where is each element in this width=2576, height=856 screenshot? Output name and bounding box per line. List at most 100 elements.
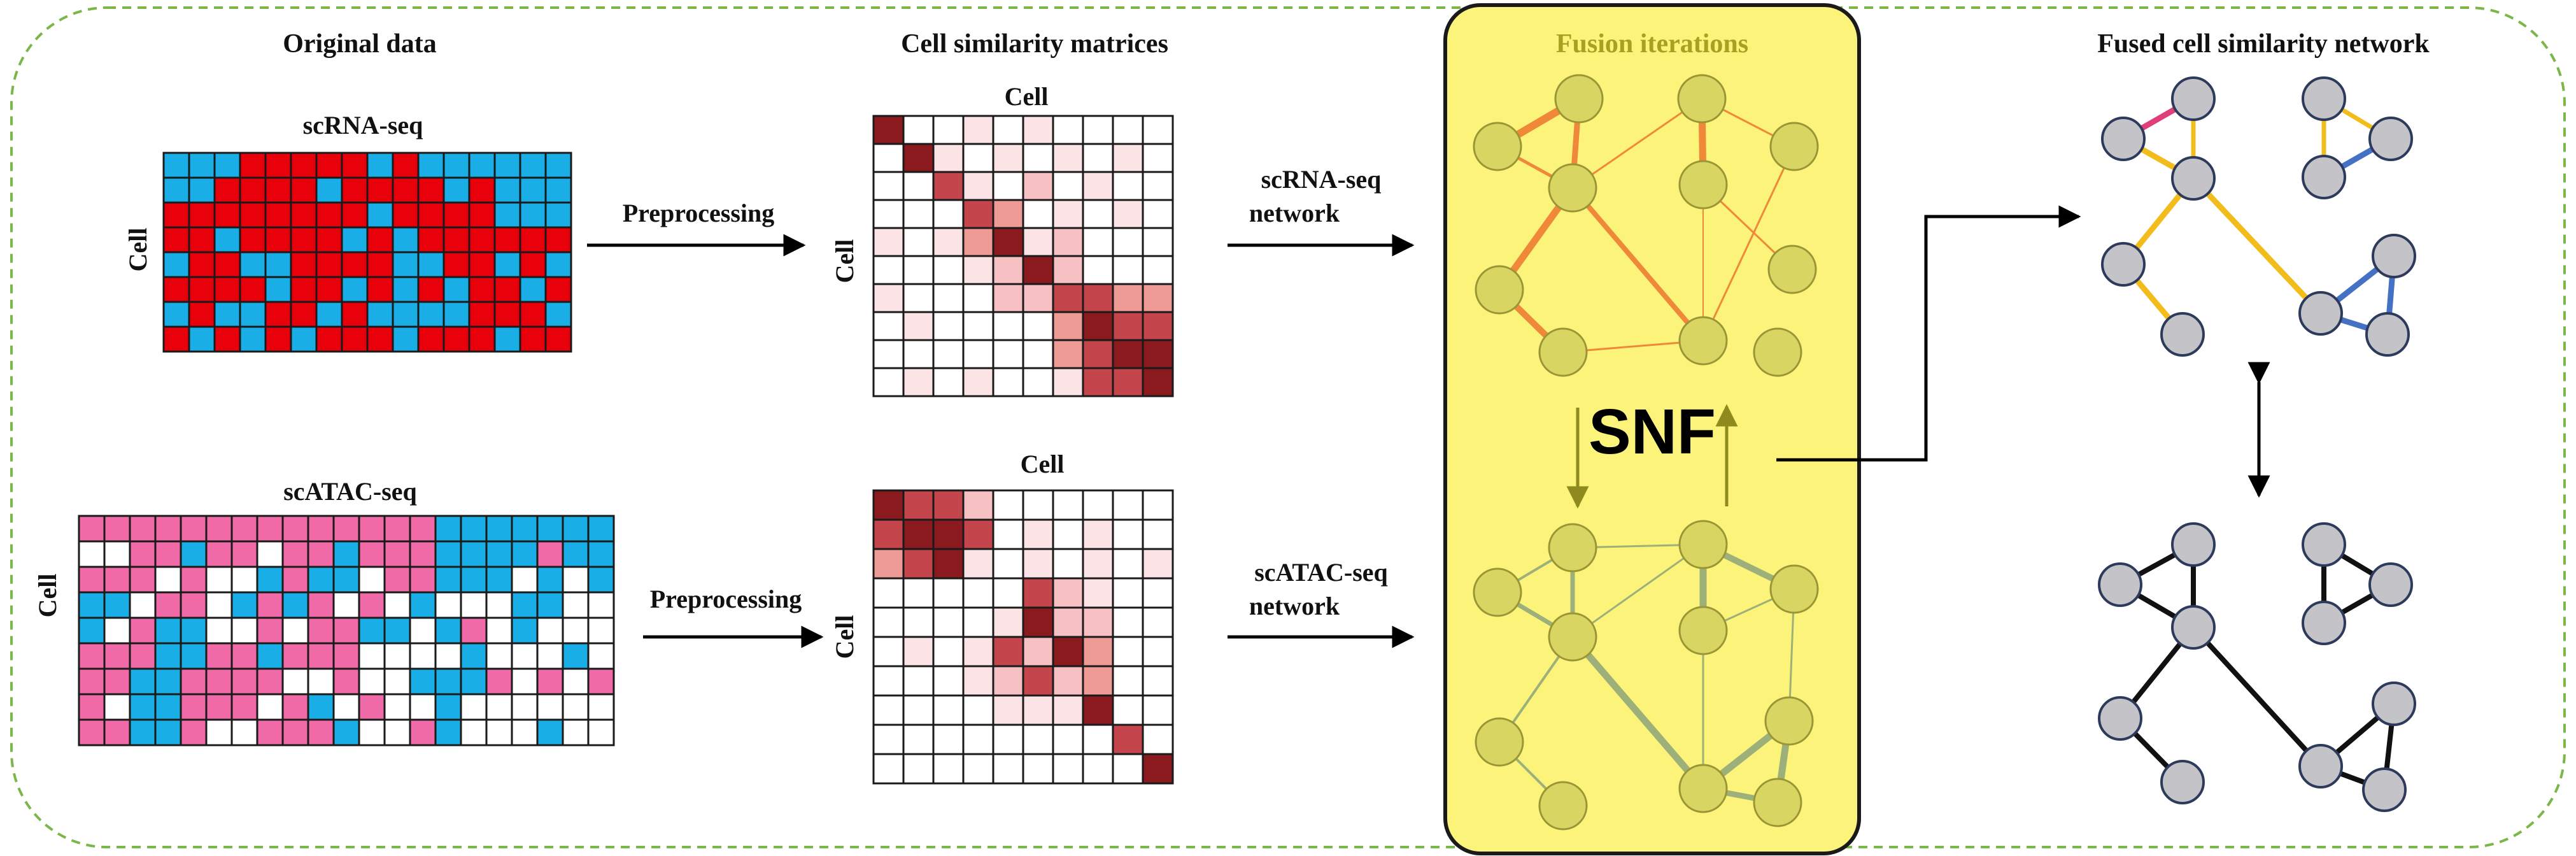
scatac-data-cell <box>511 591 539 619</box>
label-scatac-network-2: network <box>1249 592 1340 620</box>
scatac-data-cell <box>281 566 309 594</box>
scrna-data-cell <box>392 276 420 303</box>
scrna-data-matrix <box>162 152 572 353</box>
fused-network-node <box>2171 156 2216 201</box>
scrna-data-cell <box>442 251 471 278</box>
scrna-data-cell <box>341 226 369 253</box>
scatac-data-cell <box>383 667 411 696</box>
scrna-data-cell <box>366 176 394 204</box>
scrna-data-cell <box>468 176 496 204</box>
scrna-similarity-cell <box>1082 115 1114 145</box>
scrna-data-cell <box>519 325 547 353</box>
scrna-network-node <box>1548 163 1597 213</box>
scatac-similarity-cell <box>1142 665 1174 697</box>
scrna-data-cell <box>213 325 241 353</box>
scatac-similarity-cell <box>1022 606 1054 638</box>
scrna-data-cell <box>239 201 267 229</box>
scatac-similarity-cell <box>1142 548 1174 580</box>
scatac-data-cell <box>205 667 233 696</box>
scatac-data-cell <box>434 642 462 670</box>
scatac-similarity-cell <box>1142 753 1174 785</box>
scatac-similarity-cell <box>1082 518 1114 550</box>
scrna-similarity-cell <box>872 255 905 285</box>
scatac-data-cell <box>536 667 564 696</box>
scrna-data-cell <box>493 201 521 229</box>
scatac-similarity-cell <box>962 665 994 697</box>
scatac-similarity-cell <box>992 694 1024 726</box>
scatac-data-cell <box>332 693 360 721</box>
scrna-data-cell <box>544 301 572 328</box>
scrna-data-cell <box>315 276 343 303</box>
scrna-data-cell <box>188 226 216 253</box>
scatac-similarity-cell <box>872 636 905 667</box>
scatac-similarity-cell <box>1112 548 1144 580</box>
scatac-network-node <box>1769 564 1819 614</box>
scatac-similarity-cell <box>992 577 1024 609</box>
scrna-similarity-cell <box>1112 171 1144 201</box>
scrna-similarity-cell <box>1022 255 1054 285</box>
scatac-data-cell <box>129 617 157 645</box>
scatac-similarity-cell <box>872 548 905 580</box>
scatac-data-cell <box>281 667 309 696</box>
scrna-similarity-cell <box>1022 311 1054 341</box>
scrna-data-cell <box>162 152 190 179</box>
scatac-similarity-cell <box>902 606 935 638</box>
scrna-data-cell <box>264 201 292 229</box>
black-network-node <box>2372 681 2416 726</box>
black-network-node <box>2171 522 2216 567</box>
scatac-similarity-cell <box>932 694 965 726</box>
scrna-data-cell <box>290 276 318 303</box>
scatac-data-cell <box>180 515 208 543</box>
scatac-data-cell <box>103 718 131 746</box>
scatac-data-cell <box>154 591 182 619</box>
scatac-data-cell <box>485 642 513 670</box>
scrna-similarity-cell <box>932 255 965 285</box>
scatac-similarity-cell <box>902 694 935 726</box>
scrna-data-cell <box>442 276 471 303</box>
scatac-data-cell <box>460 667 488 696</box>
scrna-similarity-cell <box>1052 283 1084 313</box>
scatac-data-cell <box>485 667 513 696</box>
scatac-data-cell <box>256 566 284 594</box>
scrna-similarity-cell <box>932 171 965 201</box>
scatac-similarity-cell <box>1082 694 1114 726</box>
scrna-data-cell <box>544 276 572 303</box>
scatac-similarity-cell <box>932 518 965 550</box>
scrna-data-cell <box>392 226 420 253</box>
scrna-data-cell <box>239 226 267 253</box>
scatac-data-cell <box>307 642 335 670</box>
scrna-data-cell <box>162 301 190 328</box>
scrna-similarity-cell <box>962 171 994 201</box>
scatac-data-cell <box>460 617 488 645</box>
scatac-network-node <box>1538 781 1588 831</box>
scrna-data-cell <box>468 152 496 179</box>
scrna-data-cell <box>442 301 471 328</box>
label-cell-scrna-sim-top: Cell <box>1005 82 1049 111</box>
scrna-data-cell <box>213 152 241 179</box>
scatac-similarity-cell <box>1082 636 1114 667</box>
scrna-data-cell <box>366 152 394 179</box>
scatac-data-cell <box>256 515 284 543</box>
scatac-data-cell <box>587 515 615 543</box>
scrna-data-cell <box>468 276 496 303</box>
scatac-data-cell <box>180 617 208 645</box>
scrna-data-cell <box>290 325 318 353</box>
scatac-similarity-cell <box>962 518 994 550</box>
scatac-data-cell <box>460 642 488 670</box>
scatac-similarity-cell <box>1112 724 1144 755</box>
scatac-data-cell <box>78 718 106 746</box>
scrna-network-edge <box>1571 97 1703 189</box>
scatac-data-cell <box>587 718 615 746</box>
scatac-data-cell <box>281 617 309 645</box>
scatac-similarity-cell <box>1112 636 1144 667</box>
scatac-similarity-cell <box>1082 577 1114 609</box>
scatac-data-cell <box>205 566 233 594</box>
label-cell-scrna-data: Cell <box>124 228 152 272</box>
scatac-similarity-cell <box>902 548 935 580</box>
scrna-data-cell <box>239 301 267 328</box>
scatac-data-cell <box>281 642 309 670</box>
scrna-similarity-cell <box>932 367 965 397</box>
scrna-data-cell <box>290 152 318 179</box>
scatac-similarity-cell <box>992 724 1024 755</box>
scatac-similarity-cell <box>1112 518 1144 550</box>
